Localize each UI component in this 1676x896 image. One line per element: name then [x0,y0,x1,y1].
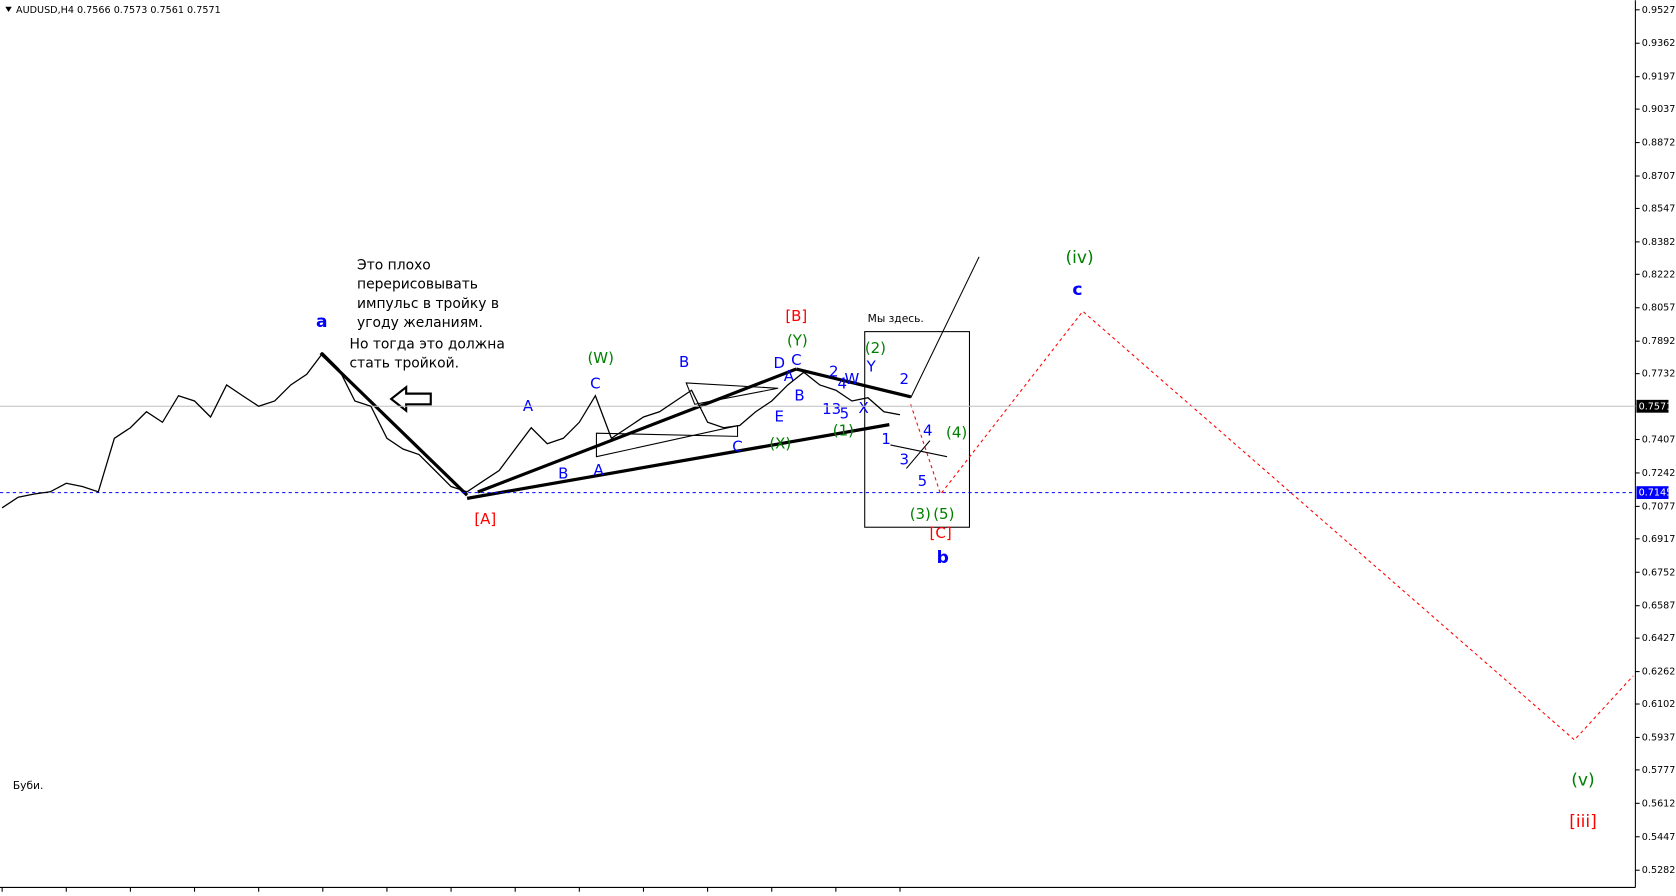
wave-label: C [791,351,801,369]
comment: Но тогда это должна [350,336,505,352]
wave-label: 5 [840,404,850,422]
triangle [685,382,779,405]
y-tick-label: 0.5777 [1642,765,1676,776]
wave-label: c [1072,280,1082,300]
wave-label: (1) [833,422,854,440]
wave-label: B [679,353,689,371]
wave-label: (3) [910,505,931,523]
trendline [890,444,948,458]
wave-label: 2 [900,370,910,388]
y-tick-label: 0.8872 [1642,138,1676,149]
wave-label: 2 [829,363,839,381]
y-tick-label: 0.8222 [1642,269,1676,280]
wave-label: (Y) [787,332,808,350]
wave-label: (5) [933,505,954,523]
wave-label: D [773,354,785,372]
triangle [595,425,739,458]
wave-label: 13 [822,400,841,418]
trendline [906,440,931,469]
y-tick-label: 0.9037 [1642,104,1676,115]
wave-label: C [732,438,742,456]
y-tick-label: 0.9527 [1642,5,1676,16]
wave-label: (4) [946,424,967,442]
note: Буби. [13,779,44,792]
price-line-tag [1636,399,1669,413]
y-tick-label: 0.8057 [1642,303,1676,314]
wave-label: Y [866,357,877,375]
y-tick-label: 0.6917 [1642,534,1676,545]
wave-label: X [859,399,869,417]
y-tick-label: 0.5447 [1642,832,1676,843]
wave-label: b [937,548,949,568]
wave-label: a [316,312,328,332]
arrow [389,385,432,413]
y-tick-label: 0.9197 [1642,72,1676,83]
wave-label: B [794,386,804,404]
wave-label: [A] [474,510,496,528]
focus-box [864,331,971,528]
y-tick-label: 0.5612 [1642,798,1676,809]
y-tick-label: 0.6102 [1642,699,1676,710]
wave-label: Мы здесь. [868,312,924,325]
chart-title: AUDUSD,H4 0.7566 0.7573 0.7561 0.7571 [16,5,221,16]
y-tick-label: 0.6427 [1642,633,1676,644]
level-line-label: 0.7145 [1639,488,1673,499]
y-tick-label: 0.7242 [1642,468,1676,479]
comment: перерисовывать [357,277,478,293]
y-tick-label: 0.7892 [1642,336,1676,347]
level-line-tag [1636,486,1669,500]
trendline [319,351,469,497]
price-line-series [1,351,901,509]
wave-label: (X) [769,434,791,452]
trendline [910,256,980,399]
y-tick-label: 0.9362 [1642,38,1676,49]
y-tick-label: 0.7077 [1642,501,1676,512]
wave-label: (v) [1571,771,1594,791]
y-tick-label: 0.5937 [1642,732,1676,743]
y-tick-label: 0.8707 [1642,171,1676,182]
wave-label: (iv) [1065,248,1093,268]
price-line-label: 0.7571 [1639,401,1673,412]
y-tick-label: 0.8547 [1642,203,1676,214]
comment: импульс в тройку в [357,296,499,312]
wave-label: E [774,408,783,426]
forecast-path [910,310,1634,741]
trendline [477,367,797,494]
wave-label: 1 [881,430,891,448]
comment: Это плохо [357,257,431,273]
comment: угоду желаниям. [357,315,483,331]
wave-label: 4 [838,375,848,393]
wave-label: [iii] [1569,812,1597,832]
wave-label: 3 [900,450,910,468]
wave-label: 5 [918,472,928,490]
y-tick-label: 0.5282 [1642,865,1676,876]
trendline [466,423,890,500]
comment: стать тройкой. [350,356,460,372]
wave-label: (2) [865,339,886,357]
symbol-icon [5,6,12,13]
wave-label: 4 [923,422,933,440]
wave-label: [B] [785,307,807,325]
wave-label: B [558,464,568,482]
wave-label: (W) [587,349,613,367]
wave-label: W [844,370,859,388]
y-tick-label: 0.7732 [1642,369,1676,380]
wave-label: [C] [930,524,952,542]
wave-label: C [590,375,600,393]
y-tick-label: 0.6262 [1642,667,1676,678]
y-tick-label: 0.8382 [1642,237,1676,248]
trendline [795,367,912,399]
wave-label: A [784,367,795,385]
y-tick-label: 0.6587 [1642,601,1676,612]
y-tick-label: 0.6752 [1642,567,1676,578]
wave-label: A [593,461,604,479]
y-tick-label: 0.7407 [1642,435,1676,446]
